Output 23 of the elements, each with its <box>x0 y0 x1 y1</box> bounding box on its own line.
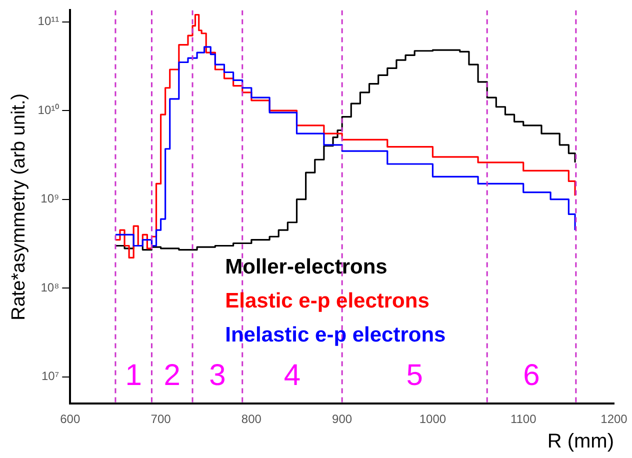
y-tick-label: 10⁹ <box>40 192 60 206</box>
annotation: 2 <box>164 358 180 392</box>
x-tick-label: 700 <box>150 412 172 426</box>
annotation: 5 <box>406 358 423 392</box>
annotation: 4 <box>284 358 301 392</box>
x-tick-label: 900 <box>332 412 352 426</box>
text: Inelastic e-p electrons <box>225 324 446 347</box>
y-tick-label: 10¹⁰ <box>38 102 60 117</box>
y-tick-label: 10¹¹ <box>38 14 60 28</box>
annotation: 3 <box>209 358 226 392</box>
series-label: Moller-electrons <box>225 256 388 279</box>
annotation: 6 <box>523 358 540 392</box>
x-tick-label: 800 <box>241 412 262 426</box>
y-tick-label: 10⁷ <box>41 369 60 384</box>
x-tick-label: 600 <box>60 412 80 426</box>
x-tick-label: 1000 <box>419 412 446 426</box>
x-axis-title: R (mm) <box>547 430 614 453</box>
annotation: 1 <box>125 358 142 392</box>
x-tick-label: 1100 <box>510 412 537 426</box>
y-tick-label: 10⁸ <box>40 280 60 294</box>
x-tick-label: 1200 <box>600 412 628 426</box>
y-axis-title: Rate*asymmetry (arb unit.) <box>8 93 30 320</box>
text: Elastic e-p electrons <box>225 290 430 313</box>
